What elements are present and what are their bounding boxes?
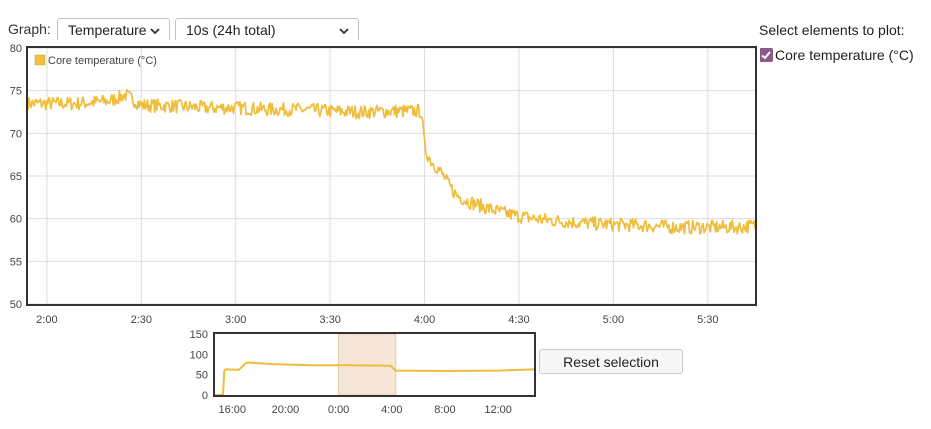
overview-x-tick-label: 12:00 (484, 404, 512, 416)
main-x-tick-label: 3:30 (319, 314, 340, 326)
overview-x-tick-label: 8:00 (434, 404, 455, 416)
overview-y-tick-labels: 0 50 100 150 (190, 329, 208, 402)
main-temperature-chart[interactable]: 50 55 60 65 70 75 80 2:00 2:30 3:00 3:30 4:00 4:30 5… (0, 40, 760, 330)
chevron-down-icon (338, 24, 350, 40)
main-x-tick-label: 5:30 (697, 314, 718, 326)
overview-chart[interactable]: 0 50 100 150 16:00 20:00 0:00 4:00 8:00 12:00 (180, 325, 540, 425)
main-y-tick-label: 50 (10, 299, 22, 311)
main-x-tick-label: 4:00 (414, 314, 435, 326)
main-x-tick-label: 4:30 (508, 314, 529, 326)
main-y-tick-label: 65 (10, 171, 22, 183)
overview-x-tick-label: 0:00 (328, 404, 349, 416)
graph-type-value: Temperature (68, 22, 147, 38)
main-x-tick-label: 3:00 (225, 314, 246, 326)
main-plot-frame (26, 46, 757, 306)
main-x-tick-label: 2:00 (36, 314, 57, 326)
overview-y-tick-label: 150 (190, 329, 208, 341)
plot-elements-title: Select elements to plot: (759, 22, 905, 38)
graph-label: Graph: (8, 21, 51, 37)
overview-x-tick-label: 16:00 (219, 404, 247, 416)
overview-x-tick-labels: 16:00 20:00 0:00 4:00 8:00 12:00 (219, 404, 512, 416)
main-x-tick-label: 5:00 (603, 314, 624, 326)
legend-label: Core temperature (°C) (48, 55, 157, 67)
main-y-tick-label: 55 (10, 256, 22, 268)
main-chart-bg (0, 40, 760, 330)
main-y-tick-label: 60 (10, 214, 22, 226)
overview-y-tick-label: 100 (190, 349, 208, 361)
main-y-tick-labels: 50 55 60 65 70 75 80 (10, 43, 22, 311)
reset-selection-button[interactable]: Reset selection (539, 349, 683, 374)
main-x-tick-label: 2:30 (131, 314, 152, 326)
chevron-down-icon (149, 24, 161, 40)
overview-x-tick-label: 4:00 (381, 404, 402, 416)
overview-plot-frame (213, 332, 536, 397)
core-temperature-toggle[interactable]: Core temperature (°C) (759, 47, 914, 63)
main-legend: Core temperature (°C) (34, 54, 157, 67)
interval-value: 10s (24h total) (186, 22, 276, 38)
main-y-tick-label: 75 (10, 86, 22, 98)
overview-temperature-line (215, 361, 535, 396)
overview-x-tick-label: 20:00 (272, 404, 300, 416)
core-temperature-line (27, 89, 756, 235)
graph-type-select[interactable]: Temperature (57, 18, 170, 42)
checkbox-checked[interactable] (759, 48, 773, 62)
main-grid (28, 47, 755, 305)
overview-y-tick-label: 50 (196, 370, 208, 382)
main-x-tick-labels: 2:002:303:003:304:004:305:005:306:00 (36, 314, 718, 326)
core-temperature-label: Core temperature (°C) (775, 47, 914, 63)
interval-select[interactable]: 10s (24h total) (175, 18, 359, 42)
main-y-tick-label: 80 (10, 43, 22, 55)
main-y-tick-label: 70 (10, 128, 22, 140)
legend-swatch (34, 54, 46, 66)
overview-y-tick-label: 0 (202, 390, 208, 402)
check-icon (761, 51, 771, 60)
